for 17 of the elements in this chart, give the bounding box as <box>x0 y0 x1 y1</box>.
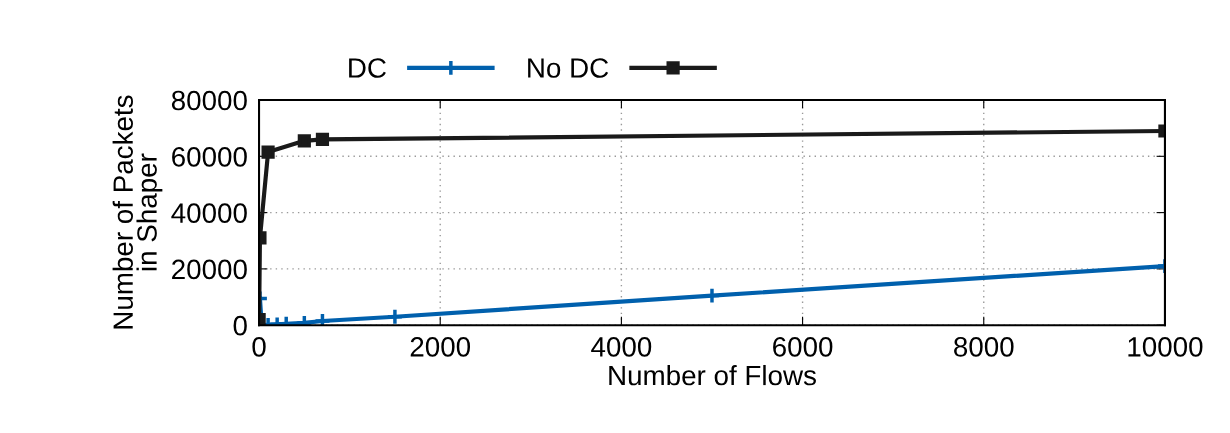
point <box>313 312 332 326</box>
y-tick-label: 80000 <box>171 90 247 111</box>
legend-label: DC <box>349 58 386 78</box>
point <box>386 308 404 326</box>
x-tick-label: 8000 <box>954 337 1014 357</box>
x-tick-label: 0 <box>252 337 266 357</box>
x-axis-title: Number of Flows <box>609 364 816 386</box>
x-tick-label: 10000 <box>1128 337 1203 357</box>
y-tick-label: 20000 <box>172 259 247 280</box>
y-tick-label: 60000 <box>172 146 247 167</box>
y-axis-title: Number of Packets in Shaper <box>112 95 163 329</box>
x-tick-label: 2000 <box>410 337 471 357</box>
y-tick-label: 40000 <box>171 203 247 223</box>
x-tick-label: 4000 <box>591 337 652 357</box>
x-tick-label: 6000 <box>773 337 833 357</box>
legend-label: No DC <box>528 58 609 78</box>
y-tick-label: 0 <box>233 315 247 336</box>
